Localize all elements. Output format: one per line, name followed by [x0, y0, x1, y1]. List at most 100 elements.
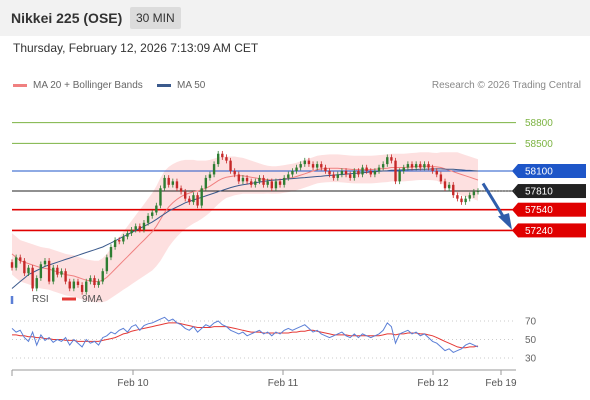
- candle-body: [452, 184, 455, 196]
- price-level-tag: [518, 184, 586, 199]
- instrument-title: Nikkei 225 (OSE): [11, 10, 123, 26]
- price-level-tag: [518, 223, 586, 238]
- candle-body: [196, 195, 199, 206]
- candle-body: [56, 267, 59, 275]
- legend-bollinger-label: MA 20 + Bollinger Bands: [33, 80, 143, 91]
- candle-body: [365, 167, 368, 171]
- candle-body: [113, 240, 117, 247]
- candle-body: [390, 157, 393, 161]
- candle-body: [320, 164, 323, 168]
- legend-ma50: MA 50: [157, 80, 205, 91]
- price-level-label: 58100: [525, 167, 553, 178]
- candle-body: [204, 177, 208, 189]
- candle-body: [163, 177, 166, 189]
- candle-body: [369, 171, 372, 175]
- candle-body: [10, 262, 14, 268]
- candle-body: [208, 174, 212, 178]
- candle-body: [97, 281, 100, 285]
- credit-text: Research © 2026 Trading Central: [431, 80, 581, 91]
- candle-body: [27, 267, 30, 274]
- candle-body: [377, 167, 381, 171]
- candle-body: [431, 167, 434, 171]
- candle-body: [249, 181, 253, 185]
- candle-body: [266, 181, 269, 185]
- rsi-tick-label: 50: [525, 335, 537, 346]
- price-level-tag-arrow: [512, 223, 518, 238]
- candle-body: [423, 164, 426, 168]
- candle-body: [35, 278, 38, 289]
- candle-body: [332, 174, 335, 178]
- price-level-label: 58800: [525, 118, 553, 129]
- candle-body: [109, 247, 113, 258]
- candle-body: [287, 174, 290, 178]
- candle-body: [76, 281, 80, 285]
- candle-body: [262, 177, 265, 185]
- candle-body: [344, 171, 348, 175]
- candle-body: [241, 177, 245, 182]
- candle-body: [460, 198, 463, 203]
- candle-body: [299, 164, 302, 168]
- candle-body: [258, 177, 261, 182]
- candle-body: [291, 171, 294, 175]
- candle-body: [80, 285, 84, 292]
- candle-body: [179, 188, 183, 192]
- price-level-tag-arrow: [512, 202, 518, 217]
- candle-body: [398, 171, 401, 182]
- candle-body: [101, 271, 104, 282]
- candle-body: [68, 281, 71, 289]
- candle-body: [233, 171, 236, 175]
- candle-body: [14, 257, 18, 268]
- price-level-label: 58500: [525, 139, 553, 150]
- time-axis-label: Feb 11: [268, 378, 299, 389]
- candle-body: [274, 181, 278, 189]
- time-axis-label: Feb 10: [117, 378, 149, 389]
- candle-body: [282, 177, 286, 185]
- candle-body: [118, 240, 121, 242]
- candle-body: [19, 257, 22, 261]
- candle-body: [464, 198, 467, 203]
- rsi-tick-label: 30: [525, 354, 537, 365]
- candle-body: [184, 191, 187, 199]
- rsi-legend-label: RSI: [32, 294, 49, 305]
- price-level-tag: [518, 202, 586, 217]
- candle-body: [229, 160, 232, 171]
- candle-body: [175, 181, 179, 189]
- candle-body: [146, 215, 150, 223]
- candle-body: [476, 191, 480, 193]
- candle-body: [419, 164, 422, 168]
- legend-ma50-label: MA 50: [177, 80, 206, 91]
- candle-body: [216, 153, 220, 165]
- candle-body: [447, 184, 451, 189]
- candle-body: [307, 160, 311, 165]
- candle-body: [410, 164, 414, 168]
- rsi-ma-line: [12, 322, 479, 349]
- candle-body: [130, 229, 133, 234]
- candle-body: [353, 171, 356, 178]
- candle-body: [348, 174, 352, 178]
- candle-body: [324, 167, 327, 171]
- candle-body: [402, 167, 405, 171]
- rsi-tick-label: 70: [525, 317, 537, 328]
- candle-body: [357, 171, 360, 175]
- timeframe-button[interactable]: 30 MIN: [130, 7, 181, 29]
- candle-body: [225, 157, 228, 161]
- forecast-arrow-shaft: [481, 182, 507, 221]
- candle-body: [414, 164, 418, 168]
- candle-body: [93, 278, 96, 285]
- candle-body: [361, 167, 364, 175]
- candle-body: [23, 260, 26, 274]
- candle-body: [328, 171, 331, 175]
- forecast-arrow-head: [498, 213, 512, 230]
- price-level-tag-arrow: [512, 164, 518, 178]
- candle-body: [188, 198, 191, 203]
- candle-body: [138, 226, 142, 230]
- price-level-label: 57240: [525, 226, 553, 237]
- candle-body: [60, 271, 63, 275]
- candle-body: [212, 164, 216, 175]
- time-axis: Feb 10 Feb 11 Feb 12 Feb 19: [11, 369, 517, 389]
- candle-body: [142, 222, 146, 230]
- candle-body: [122, 236, 125, 242]
- candle-body: [39, 264, 43, 279]
- ma50-line: [11, 168, 479, 289]
- candle-body: [155, 205, 158, 213]
